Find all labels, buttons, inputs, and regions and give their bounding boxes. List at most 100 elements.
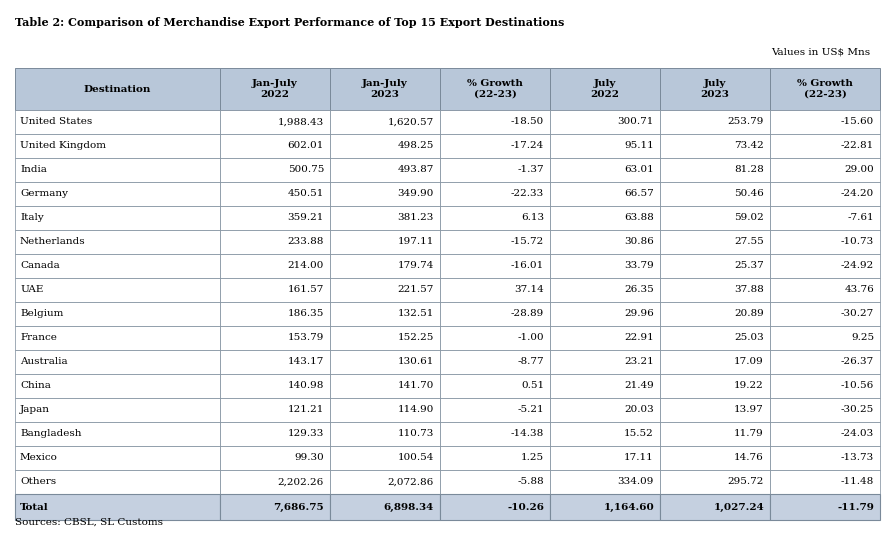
Bar xyxy=(660,470,770,494)
Bar xyxy=(15,158,220,182)
Text: -13.73: -13.73 xyxy=(841,454,874,462)
Bar xyxy=(440,110,550,134)
Text: 253.79: 253.79 xyxy=(727,118,764,126)
Text: United States: United States xyxy=(20,118,92,126)
Bar xyxy=(440,350,550,374)
Text: 63.01: 63.01 xyxy=(624,165,654,174)
Text: 26.35: 26.35 xyxy=(624,286,654,294)
Text: 1,164.60: 1,164.60 xyxy=(604,503,654,511)
Bar xyxy=(770,206,880,230)
Text: -11.48: -11.48 xyxy=(841,477,874,487)
Text: 15.52: 15.52 xyxy=(624,429,654,438)
Bar xyxy=(220,350,330,374)
Bar xyxy=(660,230,770,254)
Text: 100.54: 100.54 xyxy=(397,454,434,462)
Bar xyxy=(770,446,880,470)
Bar xyxy=(770,422,880,446)
Bar xyxy=(550,182,660,206)
Text: 11.79: 11.79 xyxy=(735,429,764,438)
Bar xyxy=(15,254,220,278)
Text: -11.79: -11.79 xyxy=(837,503,874,511)
Text: 33.79: 33.79 xyxy=(624,261,654,271)
Bar xyxy=(660,326,770,350)
Text: Jan-July
2022: Jan-July 2022 xyxy=(252,79,298,99)
Bar xyxy=(220,374,330,398)
Bar xyxy=(220,398,330,422)
Text: 334.09: 334.09 xyxy=(618,477,654,487)
Text: 27.55: 27.55 xyxy=(735,238,764,246)
Bar xyxy=(770,158,880,182)
Text: 602.01: 602.01 xyxy=(288,141,324,151)
Bar xyxy=(440,446,550,470)
Text: Total: Total xyxy=(20,503,49,511)
Text: 152.25: 152.25 xyxy=(397,334,434,342)
Bar xyxy=(660,110,770,134)
Text: 37.14: 37.14 xyxy=(514,286,544,294)
Bar xyxy=(660,446,770,470)
Bar xyxy=(330,206,440,230)
Text: 20.03: 20.03 xyxy=(624,406,654,415)
Text: 63.88: 63.88 xyxy=(624,213,654,222)
Text: -5.21: -5.21 xyxy=(518,406,544,415)
Bar xyxy=(660,494,770,520)
Text: July
2022: July 2022 xyxy=(590,79,620,99)
Bar xyxy=(550,470,660,494)
Bar xyxy=(660,302,770,326)
Text: 1,027.24: 1,027.24 xyxy=(713,503,764,511)
Text: 132.51: 132.51 xyxy=(397,309,434,319)
Text: 1.25: 1.25 xyxy=(521,454,544,462)
Bar xyxy=(15,350,220,374)
Text: 381.23: 381.23 xyxy=(397,213,434,222)
Bar xyxy=(220,134,330,158)
Text: 30.86: 30.86 xyxy=(624,238,654,246)
Text: Italy: Italy xyxy=(20,213,43,222)
Text: 17.11: 17.11 xyxy=(624,454,654,462)
Text: -22.81: -22.81 xyxy=(841,141,874,151)
Bar xyxy=(15,302,220,326)
Bar xyxy=(770,182,880,206)
Text: 59.02: 59.02 xyxy=(735,213,764,222)
Text: -26.37: -26.37 xyxy=(841,357,874,367)
Bar xyxy=(330,254,440,278)
Text: 19.22: 19.22 xyxy=(735,381,764,390)
Text: Japan: Japan xyxy=(20,406,50,415)
Bar xyxy=(660,182,770,206)
Text: -7.61: -7.61 xyxy=(847,213,874,222)
Bar xyxy=(770,494,880,520)
Bar xyxy=(330,422,440,446)
Bar xyxy=(550,134,660,158)
Text: 197.11: 197.11 xyxy=(397,238,434,246)
Text: 29.96: 29.96 xyxy=(624,309,654,319)
Bar xyxy=(550,158,660,182)
Text: 214.00: 214.00 xyxy=(288,261,324,271)
Bar xyxy=(660,68,770,110)
Bar xyxy=(440,254,550,278)
Text: 110.73: 110.73 xyxy=(397,429,434,438)
Text: 179.74: 179.74 xyxy=(397,261,434,271)
Text: Mexico: Mexico xyxy=(20,454,58,462)
Bar xyxy=(15,230,220,254)
Text: -16.01: -16.01 xyxy=(511,261,544,271)
Bar xyxy=(440,134,550,158)
Text: 300.71: 300.71 xyxy=(618,118,654,126)
Bar xyxy=(440,230,550,254)
Bar xyxy=(770,302,880,326)
Bar xyxy=(660,278,770,302)
Text: UAE: UAE xyxy=(20,286,43,294)
Bar xyxy=(330,68,440,110)
Bar xyxy=(660,422,770,446)
Text: United Kingdom: United Kingdom xyxy=(20,141,106,151)
Text: -15.72: -15.72 xyxy=(511,238,544,246)
Bar xyxy=(770,110,880,134)
Bar xyxy=(440,422,550,446)
Bar xyxy=(440,470,550,494)
Text: Belgium: Belgium xyxy=(20,309,64,319)
Text: % Growth
(22-23): % Growth (22-23) xyxy=(797,79,853,99)
Text: 221.57: 221.57 xyxy=(397,286,434,294)
Bar xyxy=(220,158,330,182)
Bar xyxy=(15,182,220,206)
Text: 114.90: 114.90 xyxy=(397,406,434,415)
Bar xyxy=(15,68,220,110)
Bar xyxy=(660,158,770,182)
Text: Values in US$ Mns: Values in US$ Mns xyxy=(771,48,870,57)
